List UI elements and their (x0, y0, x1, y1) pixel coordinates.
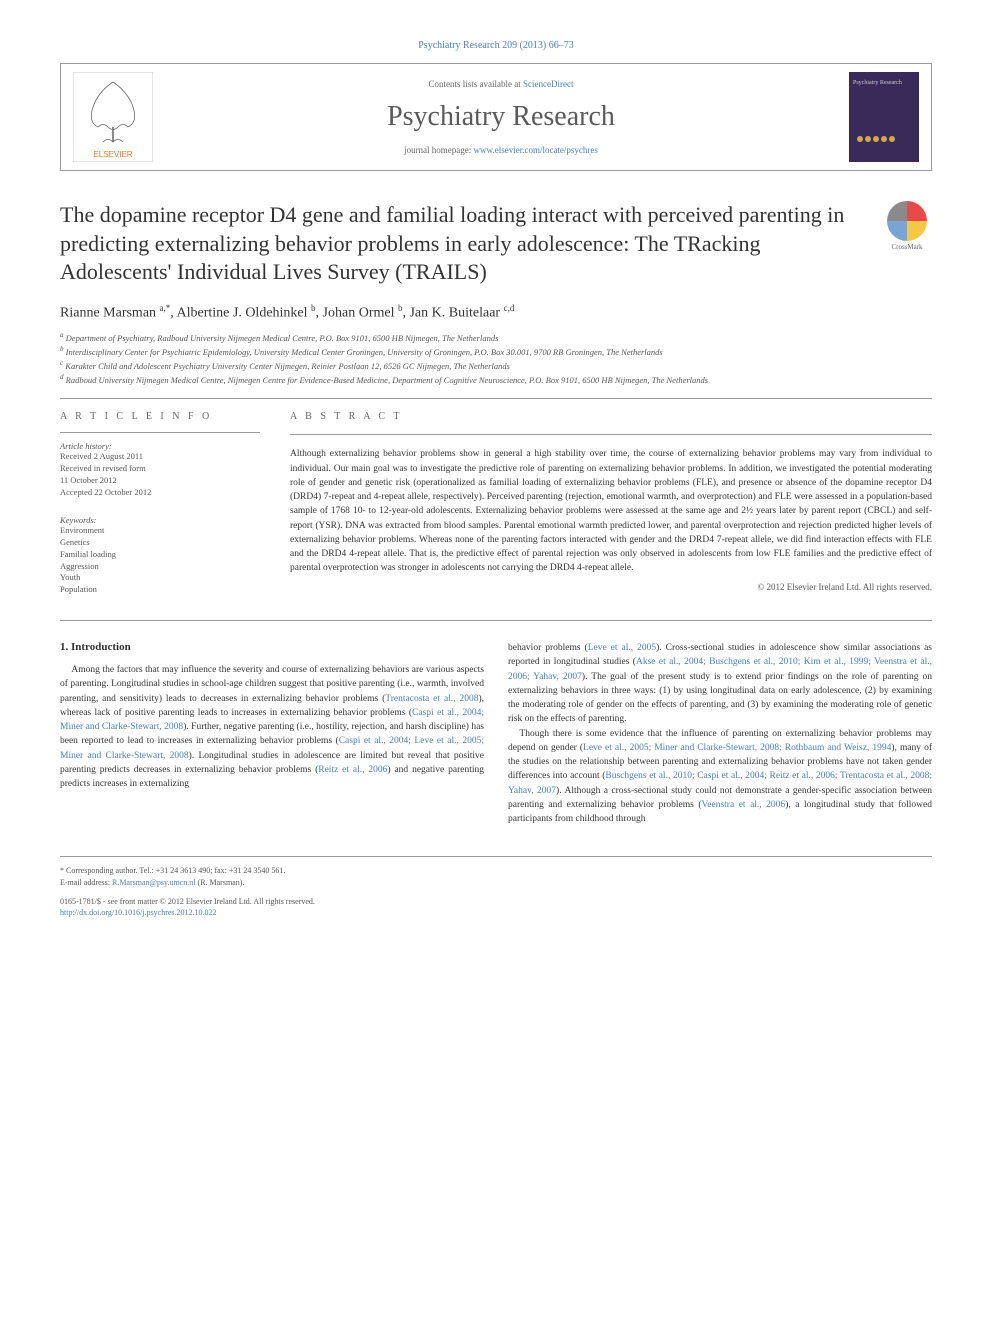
keyword-item: Environment (60, 525, 260, 537)
keyword-item: Population (60, 584, 260, 596)
body-text-col2: behavior problems (Leve et al., 2005). C… (508, 641, 932, 826)
elsevier-tree-icon: ELSEVIER (73, 72, 153, 162)
email-name: (R. Marsman). (196, 878, 245, 887)
abstract-text: Although externalizing behavior problems… (290, 447, 932, 575)
doi-link[interactable]: http://dx.doi.org/10.1016/j.psychres.201… (60, 908, 217, 917)
homepage-text: journal homepage: (404, 145, 473, 155)
footer-meta: 0165-1781/$ - see front matter © 2012 El… (60, 896, 932, 918)
body-column-left: 1. Introduction Among the factors that m… (60, 641, 484, 826)
affiliation-item: b Interdisciplinary Center for Psychiatr… (60, 345, 932, 359)
affiliations: a Department of Psychiatry, Radboud Univ… (60, 331, 932, 386)
keyword-item: Genetics (60, 537, 260, 549)
copyright-line: © 2012 Elsevier Ireland Ltd. All rights … (290, 582, 932, 592)
history-item: 11 October 2012 (60, 475, 260, 487)
abstract-divider (290, 434, 932, 435)
contents-line: Contents lists available at ScienceDirec… (153, 79, 849, 89)
history-item: Received 2 August 2011 (60, 451, 260, 463)
affiliation-item: a Department of Psychiatry, Radboud Univ… (60, 331, 932, 345)
journal-citation[interactable]: Psychiatry Research 209 (2013) 66–73 (60, 40, 932, 51)
corresponding-author: * Corresponding author. Tel.: +31 24 361… (60, 865, 932, 887)
crossmark-icon (887, 201, 927, 241)
divider (60, 398, 932, 399)
keyword-item: Youth (60, 572, 260, 584)
issn-line: 0165-1781/$ - see front matter © 2012 El… (60, 896, 932, 907)
journal-header: ELSEVIER Contents lists available at Sci… (60, 63, 932, 171)
history-item: Accepted 22 October 2012 (60, 487, 260, 499)
homepage-link[interactable]: www.elsevier.com/locate/psychres (474, 145, 598, 155)
history-item: Received in revised form (60, 463, 260, 475)
body-section: 1. Introduction Among the factors that m… (60, 641, 932, 826)
journal-cover-thumbnail[interactable]: Psychiatry Research (849, 72, 919, 162)
history-label: Article history: (60, 441, 260, 451)
keyword-item: Aggression (60, 561, 260, 573)
article-info-heading: A R T I C L E I N F O (60, 411, 260, 422)
contents-text: Contents lists available at (429, 79, 523, 89)
corresponding-line: * Corresponding author. Tel.: +31 24 361… (60, 865, 932, 876)
article-title: The dopamine receptor D4 gene and famili… (60, 201, 862, 287)
divider (60, 620, 932, 621)
affiliation-item: d Radboud University Nijmegen Medical Ce… (60, 373, 932, 387)
journal-name: Psychiatry Research (153, 101, 849, 133)
svg-text:ELSEVIER: ELSEVIER (93, 150, 132, 159)
header-center: Contents lists available at ScienceDirec… (153, 79, 849, 155)
authors-list: Rianne Marsman a,*, Albertine J. Oldehin… (60, 303, 932, 322)
cover-dots-icon (857, 136, 895, 142)
keywords-label: Keywords: (60, 515, 260, 525)
body-text-col1: Among the factors that may influence the… (60, 663, 484, 791)
homepage-line: journal homepage: www.elsevier.com/locat… (153, 145, 849, 155)
crossmark-label: CrossMark (882, 243, 932, 251)
elsevier-logo[interactable]: ELSEVIER (73, 72, 153, 162)
abstract-column: A B S T R A C T Although externalizing b… (290, 411, 932, 596)
abstract-heading: A B S T R A C T (290, 411, 932, 422)
article-info-sidebar: A R T I C L E I N F O Article history: R… (60, 411, 260, 596)
section-heading: 1. Introduction (60, 641, 484, 653)
cover-label: Psychiatry Research (853, 80, 902, 86)
email-label: E-mail address: (60, 878, 112, 887)
info-divider (60, 432, 260, 433)
crossmark-badge[interactable]: CrossMark (882, 201, 932, 251)
sciencedirect-link[interactable]: ScienceDirect (523, 79, 573, 89)
keyword-item: Familial loading (60, 549, 260, 561)
body-column-right: behavior problems (Leve et al., 2005). C… (508, 641, 932, 826)
affiliation-item: c Karakter Child and Adolescent Psychiat… (60, 359, 932, 373)
email-line: E-mail address: R.Marsman@psy.umcn.nl (R… (60, 877, 932, 888)
email-link[interactable]: R.Marsman@psy.umcn.nl (112, 878, 196, 887)
page-footer: * Corresponding author. Tel.: +31 24 361… (60, 856, 932, 918)
